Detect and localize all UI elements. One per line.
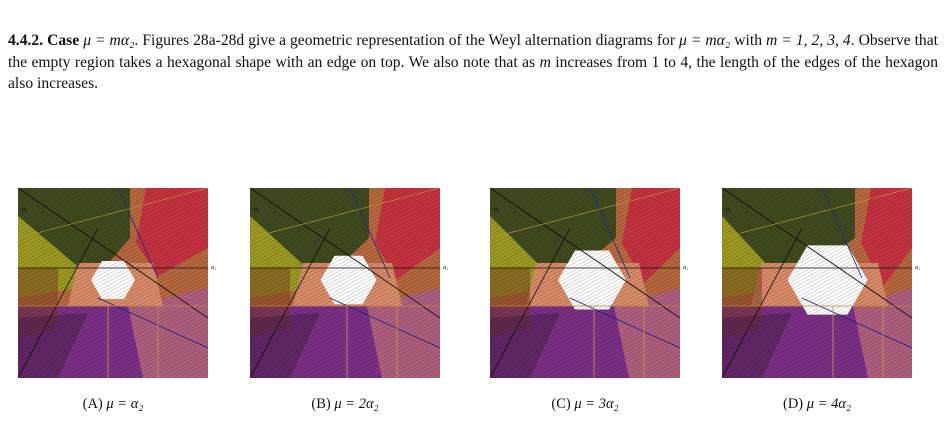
caption: (C) μ = 3α₂ (470, 396, 700, 413)
math: m = 1, 2, 3, 4 (766, 32, 851, 49)
caption: (B) μ = 2α₂ (230, 396, 460, 413)
axis-label: α₁ (915, 265, 920, 271)
paragraph: 4.4.2. Case μ = mα₂. Figures 28a-28d giv… (8, 30, 938, 95)
section-number: 4.4.2. (8, 32, 44, 49)
diagram: α₁ α₂ (490, 188, 688, 378)
regions (18, 188, 208, 378)
caption-tag: (C) (551, 396, 571, 412)
axis-label: α₁ (683, 265, 688, 271)
caption-math: μ = 3α₂ (574, 396, 619, 412)
text: . Figures 28a-28d give a geometric repre… (134, 32, 680, 49)
caption-tag: (B) (311, 396, 331, 412)
math: μ = mα₂ (679, 32, 731, 49)
caption: (A) μ = α₂ (0, 396, 228, 413)
text: . Observe that the empty region takes a … (8, 32, 938, 71)
hatch (722, 188, 912, 378)
axis-label: α₂ (726, 207, 731, 213)
math: μ = mα₂ (83, 32, 135, 49)
caption-math: μ = 2α₂ (334, 396, 379, 412)
axis-label: α₂ (254, 207, 259, 213)
caption-math: μ = 4α₂ (806, 396, 851, 412)
section-heading: Case (47, 32, 80, 49)
diagram: α₁ α₂ (250, 188, 448, 378)
axis-label: α₁ (211, 265, 216, 271)
regions (722, 188, 912, 378)
axis-label: α₂ (22, 207, 27, 213)
regions (250, 188, 440, 378)
caption-tag: (D) (783, 396, 804, 412)
hatch (490, 188, 680, 378)
caption-math: μ = α₂ (106, 396, 144, 412)
caption-tag: (A) (82, 396, 103, 412)
diagram: α₁ α₂ (722, 188, 920, 378)
text: increases from 1 to 4, the length of the… (8, 53, 938, 93)
diagram: α₁ α₂ (18, 188, 216, 378)
math: m (539, 53, 551, 71)
text: with (730, 32, 767, 49)
axis-label: α₁ (443, 265, 448, 271)
hatch (18, 188, 208, 378)
regions (490, 188, 680, 378)
axis-label: α₂ (494, 207, 499, 213)
hatch (250, 188, 440, 378)
caption: (D) μ = 4α₂ (702, 396, 932, 413)
